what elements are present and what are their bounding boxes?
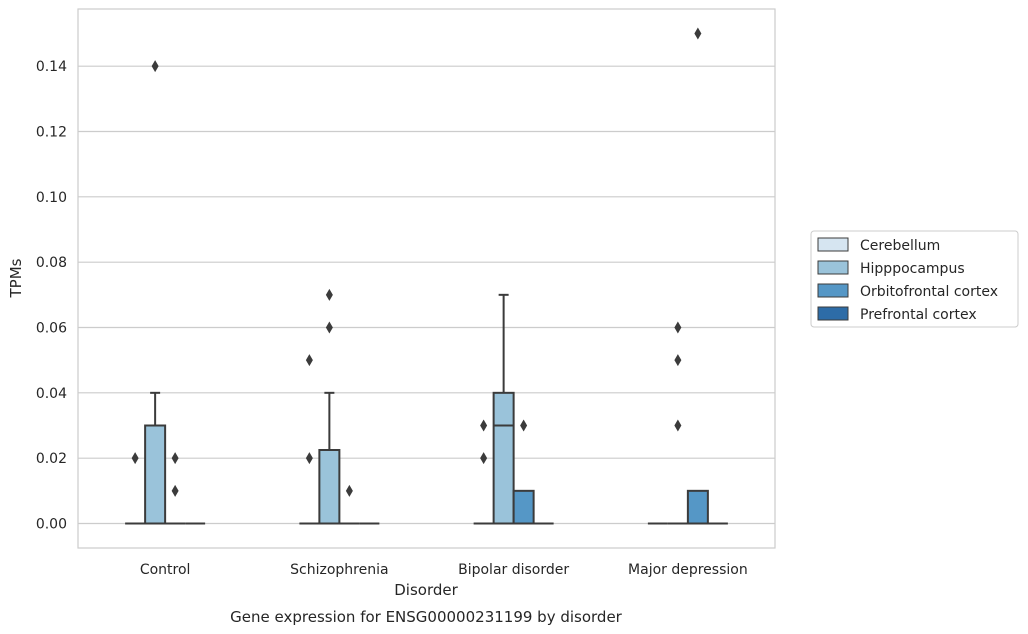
- outlier-point: [520, 419, 528, 432]
- outlier-point: [171, 452, 179, 465]
- box-hipppocampus: [492, 293, 515, 525]
- box-hipppocampus: [318, 288, 341, 525]
- box-body: [512, 489, 535, 525]
- outlier-point: [171, 484, 179, 497]
- box-series: [125, 27, 728, 525]
- outlier-point: [480, 452, 488, 465]
- legend: Cerebellum Hipppocampus Orbitofrontal cort…: [810, 230, 1019, 328]
- outlier-point: [151, 60, 159, 73]
- outlier-point: [305, 452, 313, 465]
- box-body: [144, 424, 167, 525]
- outlier-point: [305, 354, 313, 367]
- box-orbitofrontal-cortex: [686, 27, 709, 525]
- plot-frame: [77, 8, 776, 549]
- x-tick-label: Bipolar disorder: [458, 562, 569, 578]
- box-cerebellum: [473, 419, 494, 525]
- outlier-point: [325, 321, 333, 334]
- box-orbitofrontal-cortex: [165, 452, 186, 525]
- legend-frame: [810, 230, 1019, 328]
- y-tick-label: 0.00: [36, 517, 67, 533]
- y-tick-label: 0.06: [36, 321, 67, 337]
- x-tick-label: Major depression: [628, 562, 748, 578]
- x-tick-label: Schizophrenia: [290, 562, 388, 578]
- y-tick-label: 0.04: [36, 386, 67, 402]
- box-body: [492, 391, 515, 525]
- outlier-point: [325, 288, 333, 301]
- outlier-point: [674, 354, 682, 367]
- box-orbitofrontal-cortex: [512, 419, 535, 525]
- y-tick-label: 0.12: [36, 125, 67, 141]
- box-hipppocampus: [667, 321, 688, 525]
- legend-label: Hipppocampus: [860, 261, 965, 277]
- legend-label: Prefrontal cortex: [860, 307, 977, 323]
- y-tick-label: 0.02: [36, 451, 67, 467]
- x-axis-label: Disorder: [394, 581, 458, 599]
- y-tick-labels: 0.00 0.02 0.04 0.06 0.08 0.10 0.12 0.14: [36, 59, 67, 532]
- box-body: [686, 489, 709, 525]
- legend-label: Orbitofrontal cortex: [860, 284, 998, 300]
- box-hipppocampus: [144, 60, 167, 525]
- y-axis-label: TPMs: [7, 258, 25, 298]
- y-tick-label: 0.10: [36, 190, 67, 206]
- y-tick-label: 0.08: [36, 255, 67, 271]
- legend-swatch: [817, 237, 849, 252]
- legend-swatch: [817, 260, 849, 275]
- legend-swatch: [817, 283, 849, 298]
- legend-swatch: [817, 306, 849, 321]
- outlier-point: [694, 27, 702, 40]
- outlier-point: [674, 419, 682, 432]
- y-tick-label: 0.14: [36, 59, 67, 75]
- x-tick-labels: Control Schizophrenia Bipolar disorder Majo…: [140, 562, 748, 578]
- outlier-point: [674, 321, 682, 334]
- outlier-point: [480, 419, 488, 432]
- box-body: [318, 449, 341, 525]
- grid-lines: [78, 65, 775, 525]
- x-tick-label: Control: [140, 562, 191, 578]
- chart-caption: Gene expression for ENSG00000231199 by d…: [230, 608, 623, 626]
- box-orbitofrontal-cortex: [339, 484, 360, 525]
- box-cerebellum: [299, 354, 320, 525]
- box-cerebellum: [125, 452, 146, 525]
- outlier-point: [131, 452, 139, 465]
- outlier-point: [345, 484, 353, 497]
- legend-label: Cerebellum: [860, 238, 940, 254]
